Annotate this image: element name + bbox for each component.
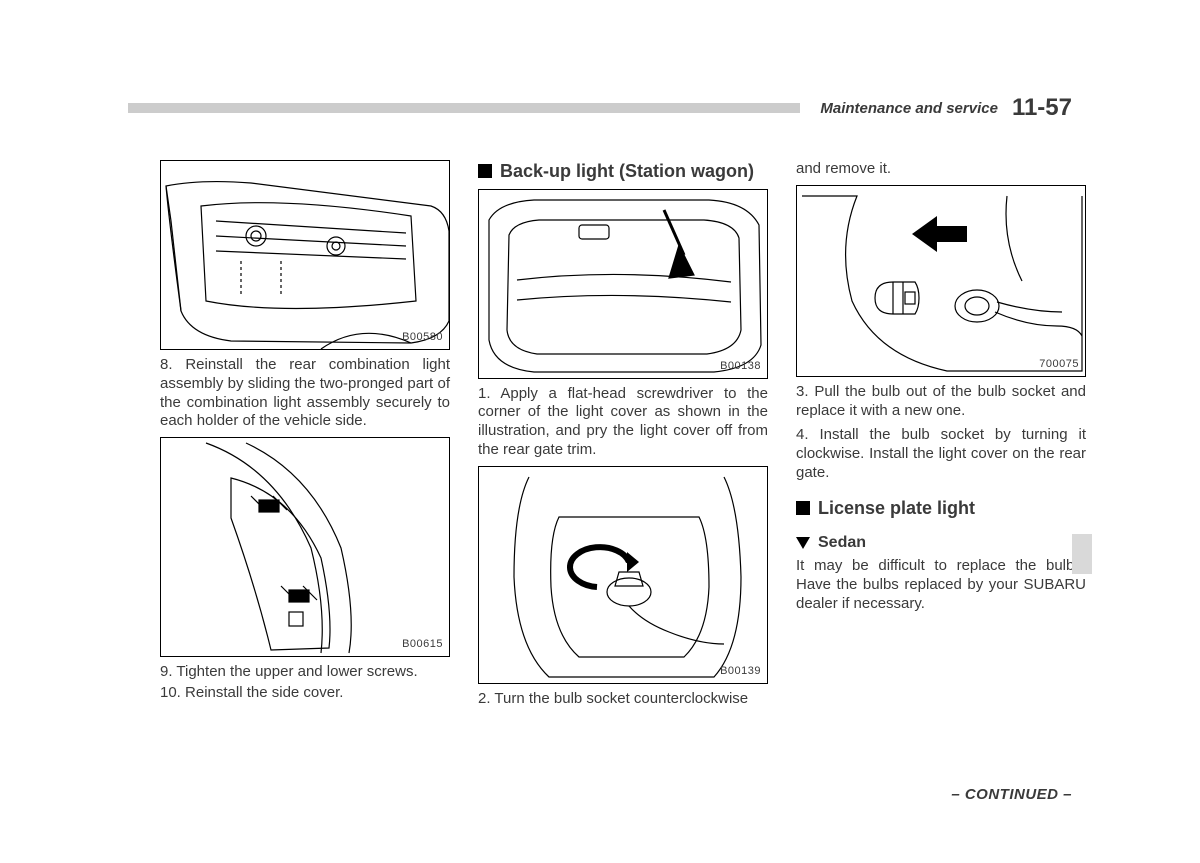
page-header: Maintenance and service 11-57 [128,100,1072,116]
column-2: Back-up light (Station wagon) B00 [478,160,768,710]
step-10-text: 10. Reinstall the side cover. [160,684,450,703]
continuation-text: and remove it. [796,160,1086,179]
step-1-text: 1. Apply a flat-head screwdriver to the … [478,385,768,460]
figure-b00615: B00615 [160,437,450,657]
heading-text: License plate light [818,497,975,520]
heading-text: Back-up light (Station wagon) [500,160,754,183]
illustration-pry-cover [479,190,769,380]
illustration-screws [161,438,451,658]
step-8-text: 8. Reinstall the rear combination light … [160,356,450,431]
illustration-remove-bulb [797,186,1087,378]
continued-label: – CONTINUED – [951,786,1072,803]
illustration-turn-socket [479,467,769,685]
heading-license-plate-light: License plate light [796,497,1086,520]
edge-thumb-tab [1072,534,1092,574]
content-columns: B00580 8. Reinstall the rear combination… [160,160,1072,710]
subheading-text: Sedan [818,533,866,553]
figure-code: B00615 [402,638,443,652]
figure-code: B00139 [720,665,761,679]
illustration-rear-light-assembly [161,161,451,351]
step-9-text: 9. Tighten the upper and lower screws. [160,663,450,682]
manual-page: Maintenance and service 11-57 [0,0,1200,863]
subheading-sedan: Sedan [796,533,1086,553]
figure-b00138: B00138 [478,189,768,379]
step-2-text: 2. Turn the bulb socket counterclockwise [478,690,768,709]
page-number: 11-57 [1012,94,1072,122]
figure-b00139: B00139 [478,466,768,684]
section-title: Maintenance and service [820,100,998,117]
triangle-bullet-icon [796,537,810,549]
sedan-note-text: It may be difficult to replace the bulbs… [796,557,1086,613]
figure-code: B00138 [720,360,761,374]
column-1: B00580 8. Reinstall the rear combination… [160,160,450,710]
header-rule [128,103,800,113]
figure-b00580: B00580 [160,160,450,350]
step-3-text: 3. Pull the bulb out of the bulb socket … [796,383,1086,421]
heading-backup-light: Back-up light (Station wagon) [478,160,768,183]
column-3: and remove it. [796,160,1086,710]
figure-code: 700075 [1039,358,1079,372]
figure-code: B00580 [402,331,443,345]
step-4-text: 4. Install the bulb socket by turning it… [796,426,1086,482]
square-bullet-icon [796,501,810,515]
figure-700075: 700075 [796,185,1086,377]
square-bullet-icon [478,164,492,178]
